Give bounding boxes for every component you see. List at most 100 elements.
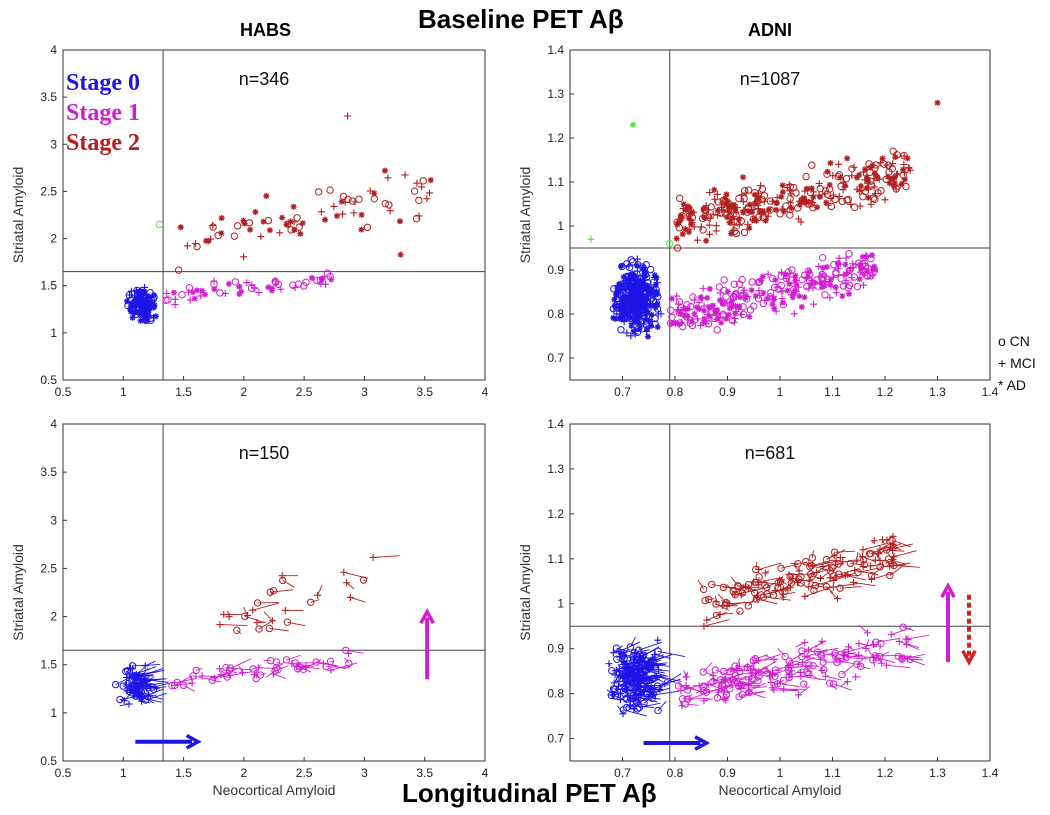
data-point [822,278,830,286]
data-point [814,204,821,211]
data-point [620,648,628,656]
data-point [257,233,265,241]
data-point [614,291,622,299]
data-point [835,192,843,200]
data-point [722,293,730,301]
trajectory-segment [737,585,764,589]
data-point [683,301,691,309]
data-point-highlight [397,251,404,258]
data-point [719,601,727,609]
data-point [889,540,897,548]
y-axis-label: Striatal Amyloid [517,544,533,640]
data-point [661,680,669,688]
data-point [621,684,629,692]
data-point [779,299,786,306]
data-point [789,294,796,301]
data-point [636,325,643,332]
data-point [252,208,259,215]
y-tick-label: 4 [50,43,57,57]
data-point [617,326,625,334]
data-point [805,670,813,678]
x-tick-label: 2 [241,385,248,399]
data-point [898,180,905,187]
data-point [616,300,624,308]
data-point [290,203,297,210]
data-point [693,236,701,244]
data-point [831,195,839,204]
data-point-highlight [155,220,164,229]
trajectory-segment [833,563,839,571]
data-point [211,674,219,682]
data-point [839,293,846,300]
data-point [834,260,842,268]
data-point [120,697,128,705]
trajectory-segment [655,677,665,683]
x-tick-label: 0.5 [55,766,72,780]
trajectory-segment [892,546,902,551]
data-point [839,282,848,290]
data-point [299,665,308,674]
data-point [688,217,695,224]
data-point [654,291,661,298]
data-point [629,297,637,305]
data-point [890,553,898,561]
data-point [419,177,427,185]
data-point [871,266,878,273]
data-point [726,209,733,216]
data-point [750,659,758,667]
data-point [125,291,133,299]
data-point [339,210,347,218]
data-point [836,584,844,592]
data-point [685,695,693,703]
trajectory-segment [330,662,358,671]
data-point [678,695,687,703]
x-tick-label: 0.9 [719,766,736,780]
data-point [761,296,769,304]
trajectory-segment [886,544,894,552]
data-point [827,160,834,167]
data-point [263,192,270,199]
x-tick-label: 1.1 [824,766,841,780]
data-point [627,256,635,264]
x-tick-label: 0.7 [614,766,631,780]
data-point [742,295,749,302]
data-point [631,330,639,338]
data-point [623,311,631,319]
x-tick-label: 1.1 [824,385,841,399]
data-point [326,272,334,281]
data-point [820,665,828,674]
trajectory-segment [323,662,347,670]
y-tick-label: 0.9 [547,642,564,656]
data-point [152,313,159,320]
data-point [782,271,789,278]
x-tick-label: 1.4 [982,385,999,399]
data-point [871,195,879,204]
data-point [177,224,184,231]
trajectory-segment [715,669,729,676]
trajectory-segment [774,679,784,686]
data-point [682,673,690,681]
trajectory-segment [236,629,242,634]
data-point [895,637,903,645]
data-point [146,289,154,297]
data-point-highlight [381,167,388,174]
data-point [859,563,867,571]
data-point [636,657,644,666]
data-point [738,191,746,199]
data-point [740,286,748,294]
data-point [122,667,130,676]
data-point [637,319,646,327]
data-point [722,691,731,700]
data-point [345,659,353,668]
data-point-highlight [587,235,595,243]
data-point [134,301,141,308]
data-point [170,289,177,296]
data-point [890,179,898,187]
data-point [667,306,675,315]
trajectory-segment [741,682,757,686]
data-point [216,621,224,629]
data-point [295,223,303,231]
data-point [852,673,860,681]
data-point [649,288,656,295]
trajectory-segment [798,686,811,696]
